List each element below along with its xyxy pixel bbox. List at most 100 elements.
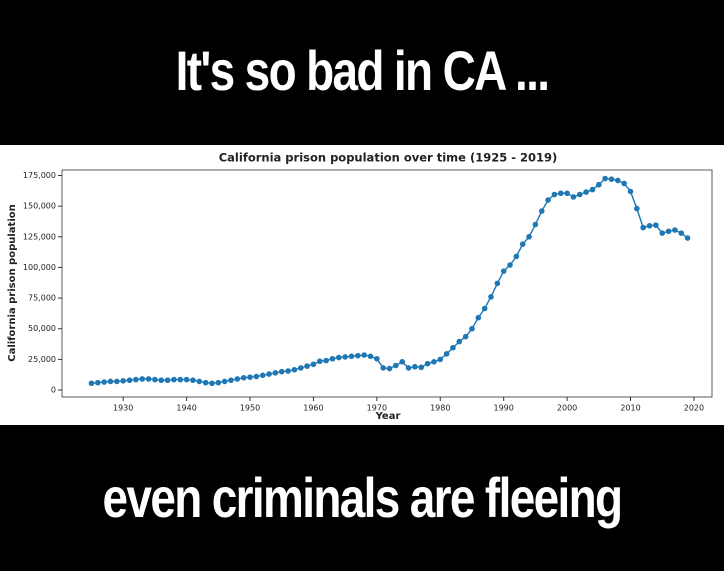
data-point	[437, 356, 444, 363]
data-point	[259, 372, 266, 379]
data-point	[678, 230, 685, 236]
data-point	[355, 352, 361, 359]
data-point	[684, 235, 691, 241]
data-point	[158, 377, 165, 384]
data-point	[589, 186, 596, 193]
data-point	[431, 359, 437, 365]
data-point	[95, 379, 101, 386]
data-point	[107, 378, 114, 385]
x-tick-label: 2020	[684, 404, 704, 413]
data-point	[285, 368, 291, 374]
data-point	[126, 377, 133, 384]
data-point	[557, 190, 564, 197]
data-point	[538, 208, 545, 214]
data-point	[139, 376, 146, 382]
data-point	[88, 380, 95, 387]
x-tick-label: 2000	[557, 404, 577, 413]
data-point	[450, 344, 456, 351]
bottom-caption: even criminals are fleeing	[102, 466, 624, 529]
data-point	[488, 294, 494, 300]
data-point	[570, 194, 577, 200]
y-axis-label: California prison population	[7, 204, 18, 362]
data-point	[443, 351, 450, 357]
data-point	[247, 374, 253, 380]
x-tick-label: 1980	[430, 404, 450, 413]
y-tick-label: 75,000	[28, 294, 56, 303]
data-point	[164, 377, 171, 384]
data-point	[266, 371, 272, 377]
x-tick-label: 1940	[176, 404, 196, 413]
data-point	[393, 362, 399, 369]
data-point	[152, 376, 158, 383]
y-tick-label: 175,000	[23, 171, 56, 180]
x-axis-label: Year	[375, 411, 401, 422]
chart-title: California prison population over time (…	[219, 151, 558, 165]
data-point	[253, 373, 260, 380]
data-point	[634, 205, 640, 212]
chart: California prison population over time (…	[0, 145, 724, 425]
y-tick-label: 125,000	[23, 232, 56, 241]
data-point	[424, 360, 431, 367]
data-point	[526, 234, 532, 240]
data-point	[399, 359, 406, 365]
data-point	[615, 177, 621, 184]
data-point	[316, 358, 323, 365]
data-point	[336, 354, 342, 361]
data-point	[627, 188, 634, 195]
x-tick-label: 1970	[367, 404, 387, 413]
data-point	[653, 222, 659, 228]
x-tick-label: 1990	[494, 404, 514, 413]
chart-background	[0, 145, 724, 425]
data-point	[481, 305, 488, 312]
data-point	[513, 253, 520, 260]
data-point	[196, 378, 203, 385]
y-tick-label: 0	[51, 386, 56, 395]
data-point	[576, 191, 583, 198]
data-point	[177, 376, 184, 383]
data-point	[374, 355, 380, 362]
data-point	[640, 224, 646, 231]
data-point	[583, 189, 589, 195]
data-point	[228, 377, 234, 384]
data-point	[202, 379, 209, 386]
data-point	[456, 338, 463, 345]
data-point	[183, 376, 190, 383]
data-point	[323, 357, 329, 364]
data-point	[500, 268, 507, 274]
data-point	[348, 353, 355, 360]
data-point	[101, 379, 107, 385]
data-point	[621, 180, 627, 187]
data-point	[171, 376, 177, 383]
data-point	[532, 221, 539, 228]
x-tick-label: 1950	[240, 404, 260, 413]
data-point	[190, 377, 196, 384]
data-point	[665, 228, 672, 235]
top-caption: It's so bad in CA ...	[175, 39, 550, 102]
y-tick-label: 100,000	[23, 263, 56, 272]
data-point	[608, 176, 615, 182]
data-point	[386, 365, 393, 372]
data-point	[380, 365, 386, 371]
data-point	[646, 222, 653, 229]
data-point	[418, 364, 425, 371]
data-point	[405, 365, 412, 371]
data-point	[291, 366, 298, 373]
data-point	[310, 361, 317, 368]
data-point	[672, 227, 678, 233]
data-point	[412, 363, 418, 370]
data-point	[519, 241, 526, 247]
data-point	[469, 325, 475, 332]
x-tick-label: 1960	[303, 404, 323, 413]
data-point	[297, 365, 304, 371]
y-tick-label: 25,000	[28, 355, 56, 364]
data-point	[507, 262, 513, 268]
data-point	[659, 230, 666, 236]
x-tick-label: 1930	[113, 404, 133, 413]
data-point	[278, 368, 285, 375]
data-point	[596, 181, 602, 188]
x-tick-label: 2010	[620, 404, 640, 413]
data-point	[133, 376, 139, 383]
data-point	[120, 378, 126, 384]
